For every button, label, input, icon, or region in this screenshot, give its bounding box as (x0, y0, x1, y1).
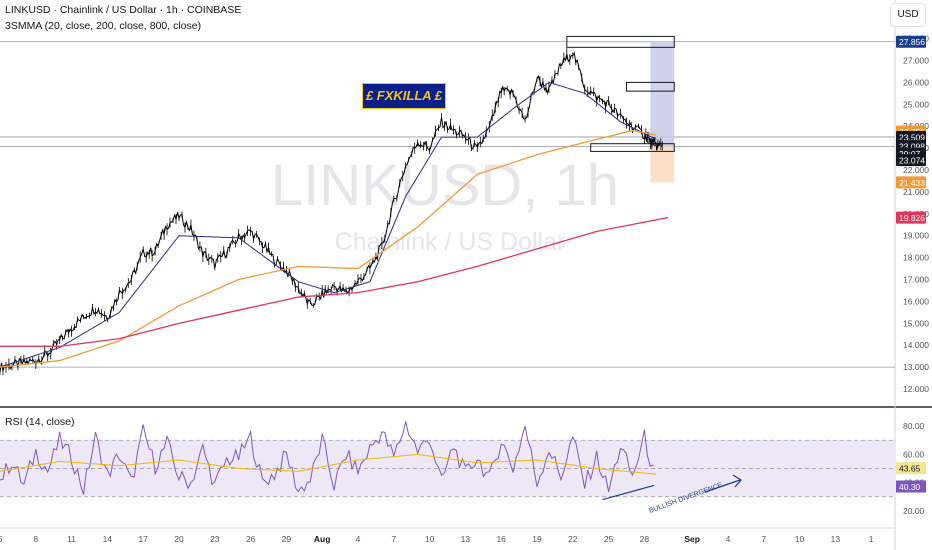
time-tick-label: 4 (726, 534, 731, 544)
time-tick-label: 10 (425, 534, 435, 544)
time-tick-label: Aug (314, 534, 331, 544)
rsi-value-label: 40.30 (899, 482, 921, 492)
sma200-line[interactable] (0, 129, 657, 368)
rsi-value-label-bg (896, 480, 926, 493)
price-axis-label: 23.509 (899, 132, 925, 142)
zone-box[interactable] (566, 35, 675, 48)
price-tick-label: 16.000 (903, 296, 929, 306)
arrow-line[interactable] (704, 479, 741, 493)
rsi-tick-label: 60.00 (903, 449, 925, 459)
price-axis-label: 19.826 (899, 213, 925, 223)
price-axis-label: 27.856 (899, 37, 925, 47)
zone-box[interactable] (626, 81, 675, 92)
time-tick-label: 13 (461, 534, 471, 544)
price-tick-label: 19.000 (903, 231, 929, 241)
price-axis-label: 21.433 (899, 178, 925, 188)
time-tick-label: 29 (282, 534, 292, 544)
symbol-title[interactable]: LINKUSD · Chainlink / US Dollar · 1h · C… (5, 4, 242, 16)
price-axis-label: 23.098 (899, 141, 925, 151)
price-tick-label: 26.000 (903, 77, 929, 87)
time-tick-label: Sep (684, 534, 700, 544)
time-tick-label: 13 (831, 534, 841, 544)
rsi-tick-label: 20.00 (903, 506, 925, 516)
time-tick-label: 10 (795, 534, 805, 544)
time-tick-label: 8 (33, 534, 38, 544)
currency-button[interactable]: USD (890, 3, 926, 27)
stop-zone[interactable] (650, 146, 675, 183)
time-tick-label: 23 (210, 534, 220, 544)
rsi-value-label-bg (896, 462, 926, 475)
time-tick-label: 16 (496, 534, 506, 544)
time-tick-label: 7 (391, 534, 396, 544)
time-tick-label: 14 (103, 534, 113, 544)
watermark-symbol: LINKUSD, 1h (271, 153, 619, 218)
time-tick-label: 22 (568, 534, 578, 544)
time-tick-label: 7 (761, 534, 766, 544)
time-tick-label: 25 (604, 534, 614, 544)
fxkilla-badge: £ FXKILLA £ (362, 83, 446, 109)
price-tick-label: 25.000 (903, 99, 929, 109)
time-tick-label: 20 (174, 534, 184, 544)
rsi-value-label: 43.65 (899, 464, 921, 474)
price-tick-label: 17.000 (903, 275, 929, 285)
watermark-name: Chainlink / US Dollar (335, 228, 566, 256)
time-tick-label: 26 (246, 534, 256, 544)
zone-box[interactable] (590, 143, 675, 152)
price-tick-label: 13.000 (903, 362, 929, 372)
price-axis-label-bg (896, 154, 926, 167)
rsi-line[interactable] (0, 421, 654, 495)
time-tick-label: 11 (67, 534, 76, 544)
price-axis-label: 23.074 (899, 156, 925, 166)
time-tick-label: 17 (138, 534, 148, 544)
price-tick-label: 15.000 (903, 318, 929, 328)
price-axis-label-bg (896, 176, 926, 189)
price-tick-label: 27.000 (903, 55, 929, 65)
divergence-line[interactable] (602, 484, 655, 501)
time-tick-label: 1 (869, 534, 874, 544)
time-tick-label: 5 (0, 534, 3, 544)
rsi-legend[interactable]: RSI (14, close) (5, 416, 75, 428)
indicator-legend[interactable]: 3SMMA (20, close, 200, close, 800, close… (5, 20, 202, 32)
arrow-head (732, 474, 742, 488)
rsi-tick-label: 80.00 (903, 421, 925, 431)
price-tick-label: 18.000 (903, 253, 929, 263)
price-tick-label: 21.000 (903, 187, 929, 197)
price-axis-label-bg (896, 130, 926, 143)
price-axis-label: 29:07 (899, 149, 921, 159)
target-zone[interactable] (650, 41, 675, 147)
price-tick-label: 14.000 (903, 340, 929, 350)
time-tick-label: 4 (356, 534, 361, 544)
price-tick-label: 12.000 (903, 384, 929, 394)
sma20-line[interactable] (0, 81, 657, 368)
rsi-ma-line[interactable] (0, 453, 657, 475)
price-axis-label-bg (896, 211, 926, 224)
time-tick-label: 19 (532, 534, 542, 544)
sma800-line[interactable] (0, 216, 669, 347)
price-axis-label-bg (896, 35, 926, 48)
time-tick-label: 28 (640, 534, 650, 544)
price-tick-label: 22.000 (903, 165, 929, 175)
